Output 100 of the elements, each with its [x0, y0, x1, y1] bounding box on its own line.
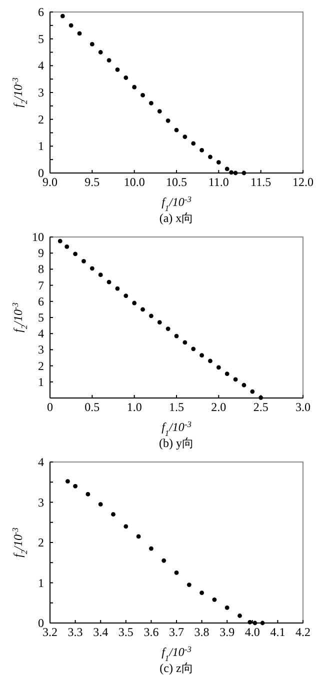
x-tick-label: 0.5 [84, 400, 100, 414]
point [191, 346, 196, 352]
y-tick-label: 3 [38, 495, 44, 510]
point [132, 300, 137, 306]
point [157, 320, 162, 325]
text: (b) y向 [159, 436, 194, 450]
point [162, 558, 166, 563]
point [174, 570, 179, 575]
point [111, 512, 116, 517]
point [242, 170, 246, 176]
point [174, 128, 179, 132]
x-tick-label: 1.5 [169, 400, 184, 414]
y-tick-label: 5 [38, 310, 44, 324]
point [106, 58, 112, 62]
x-tick-label: 4.1 [270, 625, 286, 639]
point [77, 31, 82, 36]
x-tick-label: 3.4 [93, 625, 108, 639]
point [64, 244, 70, 249]
point [90, 266, 94, 271]
y-tick-label: 2 [38, 112, 44, 126]
y-tick-label: 5 [38, 32, 44, 46]
point [166, 118, 170, 123]
point [149, 314, 154, 318]
point [73, 484, 78, 488]
y-tick-label: 0 [38, 616, 44, 630]
point [60, 14, 65, 18]
point [115, 286, 120, 291]
y-tick-label: 1 [38, 576, 44, 590]
point [166, 326, 170, 331]
x-tick-label: 2.5 [253, 400, 268, 414]
y-tick-label: 1 [38, 139, 44, 154]
y-tick-label: 1 [38, 374, 44, 389]
point [132, 84, 137, 90]
point [191, 141, 196, 146]
point [200, 590, 204, 596]
x-tick-label: 1.0 [126, 400, 142, 414]
x-axis-title: f$_{1}$/10$^{-3}$ [162, 194, 192, 212]
point [136, 534, 141, 539]
y-tick-label: 2 [38, 536, 44, 550]
point [140, 307, 145, 312]
x-tick-label: 11.5 [250, 175, 272, 189]
point [200, 353, 204, 358]
y-tick-label: 9 [38, 246, 44, 260]
point [260, 620, 265, 626]
x-tick-label: 4.2 [296, 625, 310, 639]
y-tick-label: 3 [38, 342, 44, 357]
point [68, 23, 74, 28]
point [124, 76, 128, 80]
x-tick-label: 2.0 [211, 400, 226, 414]
point [124, 294, 128, 298]
point [252, 620, 258, 626]
point [140, 92, 145, 98]
y-tick-label: 4 [38, 455, 44, 469]
point [229, 170, 234, 175]
point [186, 582, 192, 587]
x-tick-label: 4.0 [244, 625, 260, 639]
x-tick-label: 12.0 [292, 175, 314, 189]
point [248, 620, 252, 624]
x-tick-label: 11.0 [208, 175, 229, 189]
point [216, 160, 221, 164]
x-tick-label: 10.5 [166, 175, 187, 189]
y-tick-label: 7 [38, 278, 44, 292]
point [208, 358, 212, 364]
point [224, 166, 230, 172]
y-tick-label: 4 [38, 58, 44, 73]
point [182, 340, 188, 345]
text: (a) x向 [159, 211, 194, 225]
x-tick-label: 3.3 [68, 625, 83, 639]
x-tick-label: 9.5 [84, 175, 100, 189]
point [200, 148, 204, 152]
point [106, 280, 112, 284]
point [98, 502, 103, 506]
point [233, 170, 238, 176]
point [242, 382, 246, 388]
x-tick-label: 3.7 [169, 625, 184, 639]
point [224, 372, 230, 376]
x-tick-label: 3.5 [118, 625, 134, 639]
point [86, 492, 90, 496]
x-tick-label: 3.2 [42, 625, 58, 639]
point [233, 377, 238, 382]
point [250, 389, 255, 394]
text: (c) z向 [160, 661, 194, 675]
y-tick-label: 6 [38, 294, 44, 308]
point [115, 67, 120, 72]
point [73, 252, 78, 256]
point [224, 606, 230, 610]
x-tick-label: 3.6 [144, 625, 159, 639]
y-tick-label: 0 [38, 166, 44, 180]
point [182, 134, 188, 139]
point [216, 365, 221, 370]
point [82, 258, 86, 264]
point [149, 101, 154, 106]
x-axis-title: f$_{1}$/10$^{-3}$ [162, 644, 192, 662]
point [124, 524, 128, 529]
y-tick-label: 6 [38, 5, 44, 19]
point [212, 597, 217, 602]
point [66, 479, 70, 484]
point [174, 334, 179, 338]
point [58, 238, 62, 244]
point [208, 154, 212, 160]
